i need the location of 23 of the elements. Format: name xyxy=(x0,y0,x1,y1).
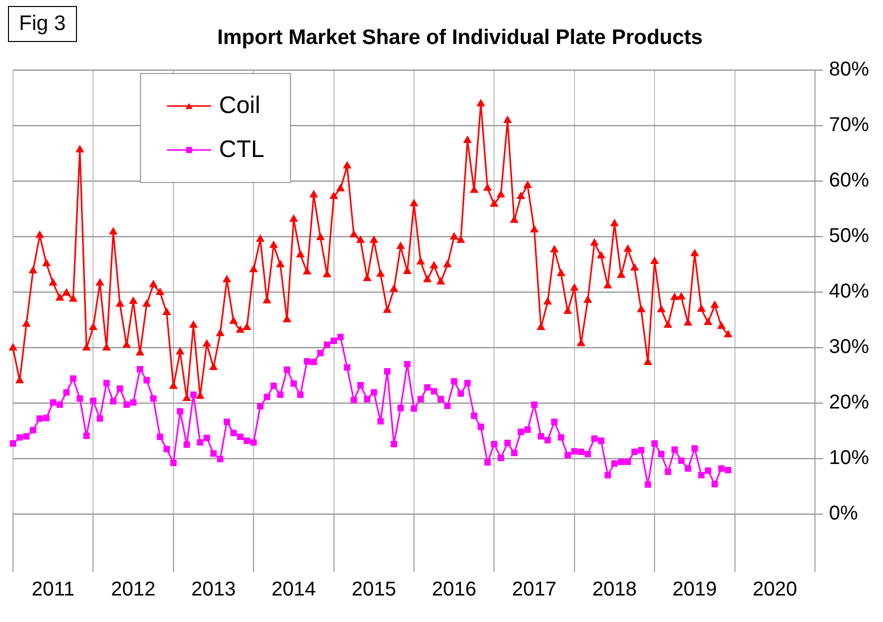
y-tick-label: 50% xyxy=(828,225,870,248)
x-tick-label: 2017 xyxy=(512,578,557,601)
y-tick-label: 30% xyxy=(828,336,870,358)
x-tick-label: 2016 xyxy=(432,578,476,601)
caption: Fig 3 xyxy=(8,6,77,42)
x-tick-label: 2015 xyxy=(352,578,396,601)
legend-label: Coil xyxy=(219,92,260,120)
x-tick-label: 2011 xyxy=(32,578,75,601)
y-tick-label: 0% xyxy=(828,502,858,525)
x-tick-label: 2018 xyxy=(592,578,637,601)
y-tick-label: 60% xyxy=(828,170,870,192)
x-tick-label: 2019 xyxy=(672,578,717,601)
x-tick-label: 2012 xyxy=(111,578,156,601)
x-tick-label: 2020 xyxy=(752,578,798,601)
chart-title: Import Market Share of Individual Plate Products xyxy=(216,26,704,50)
y-tick-label: 20% xyxy=(828,392,870,414)
x-tick-label: 2013 xyxy=(191,578,236,601)
y-tick-label: 70% xyxy=(828,114,870,136)
x-tick-label: 2014 xyxy=(271,578,316,601)
y-tick-label: 40% xyxy=(828,280,870,303)
y-tick-label: 10% xyxy=(828,447,870,470)
y-tick-label: 80% xyxy=(828,58,870,81)
legend-label: CTL xyxy=(219,136,264,164)
